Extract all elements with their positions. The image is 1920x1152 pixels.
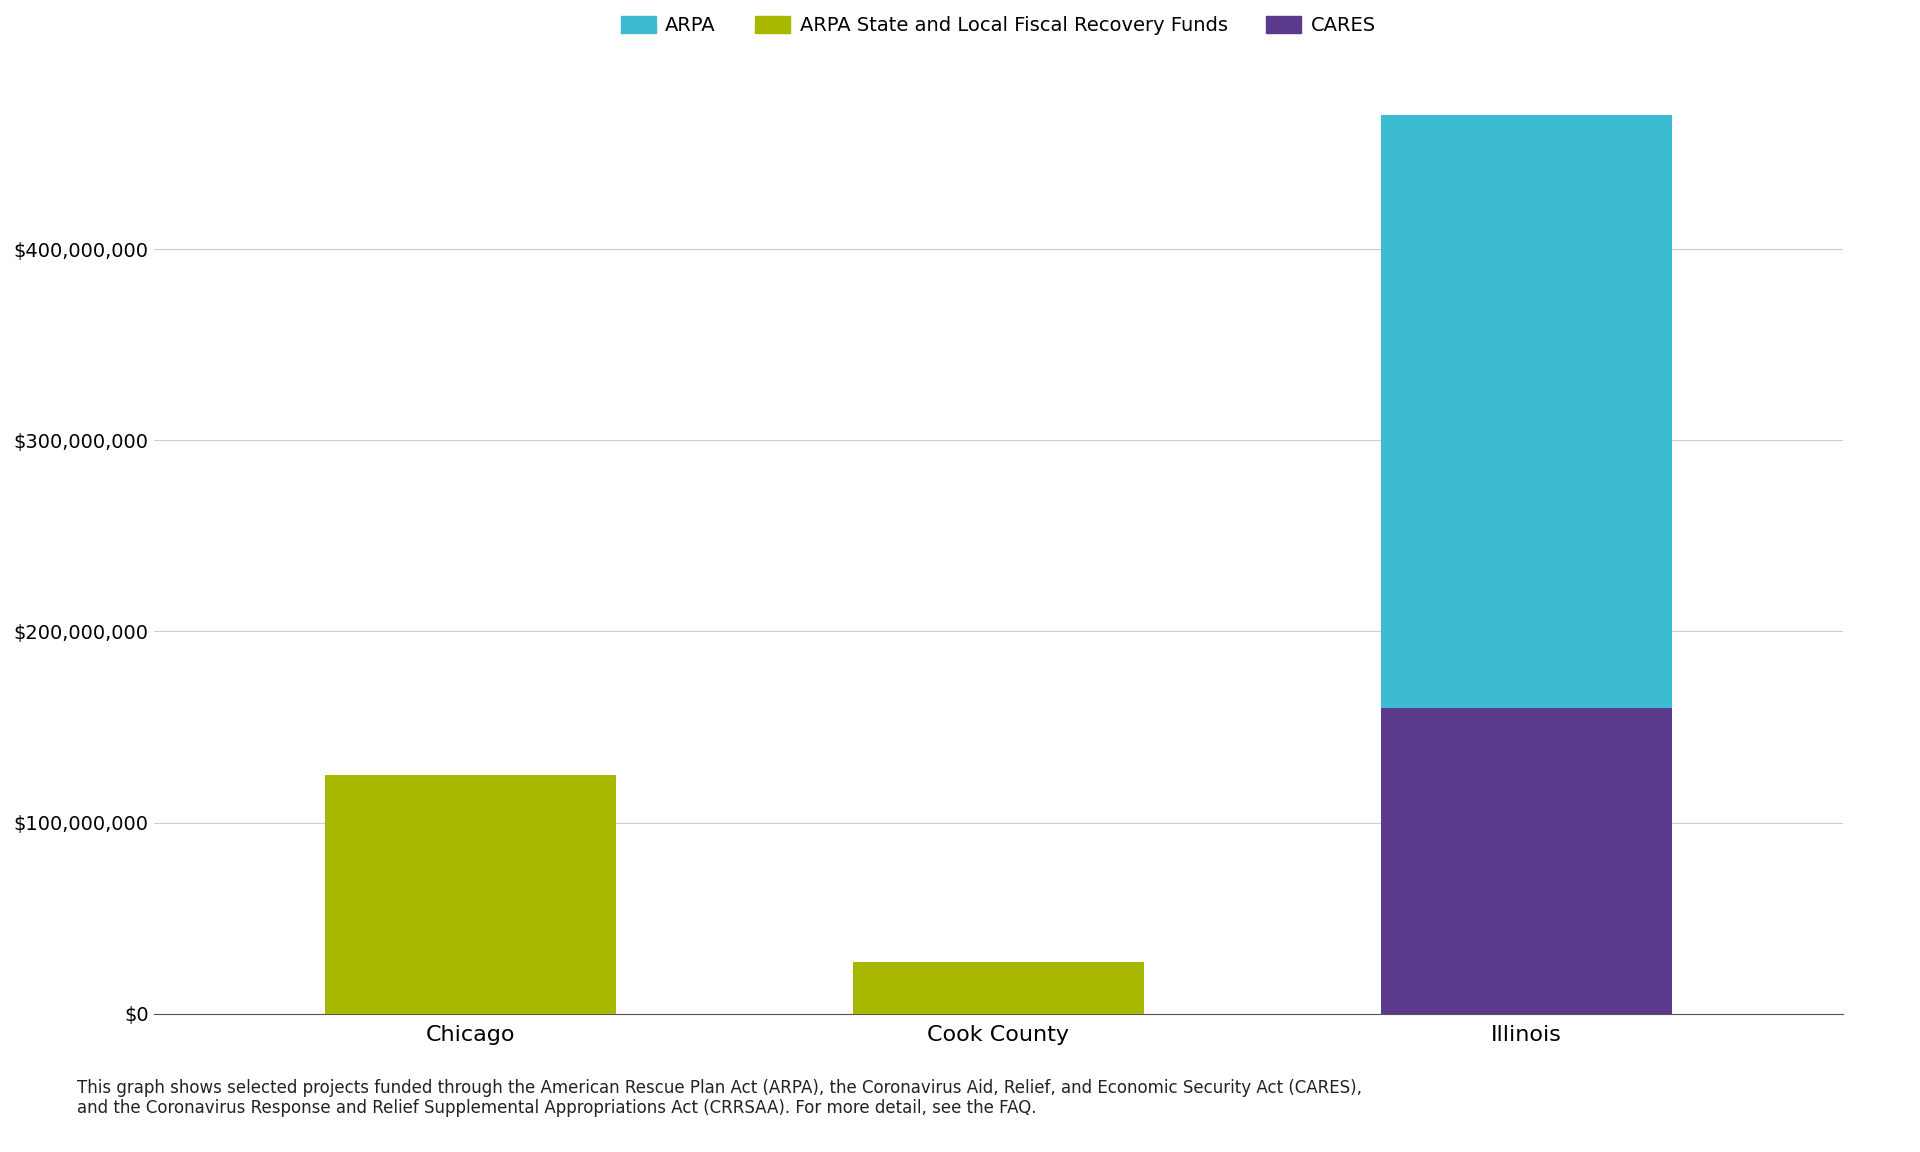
Bar: [1380, 115, 1672, 707]
Bar: [852, 962, 1144, 1014]
Legend: ARPA, ARPA State and Local Fiscal Recovery Funds, CARES: ARPA, ARPA State and Local Fiscal Recove…: [612, 8, 1384, 43]
Text: This graph shows selected projects funded through the American Rescue Plan Act (: This graph shows selected projects funde…: [77, 1078, 1361, 1117]
Bar: [324, 775, 616, 1014]
Bar: [1380, 707, 1672, 1014]
